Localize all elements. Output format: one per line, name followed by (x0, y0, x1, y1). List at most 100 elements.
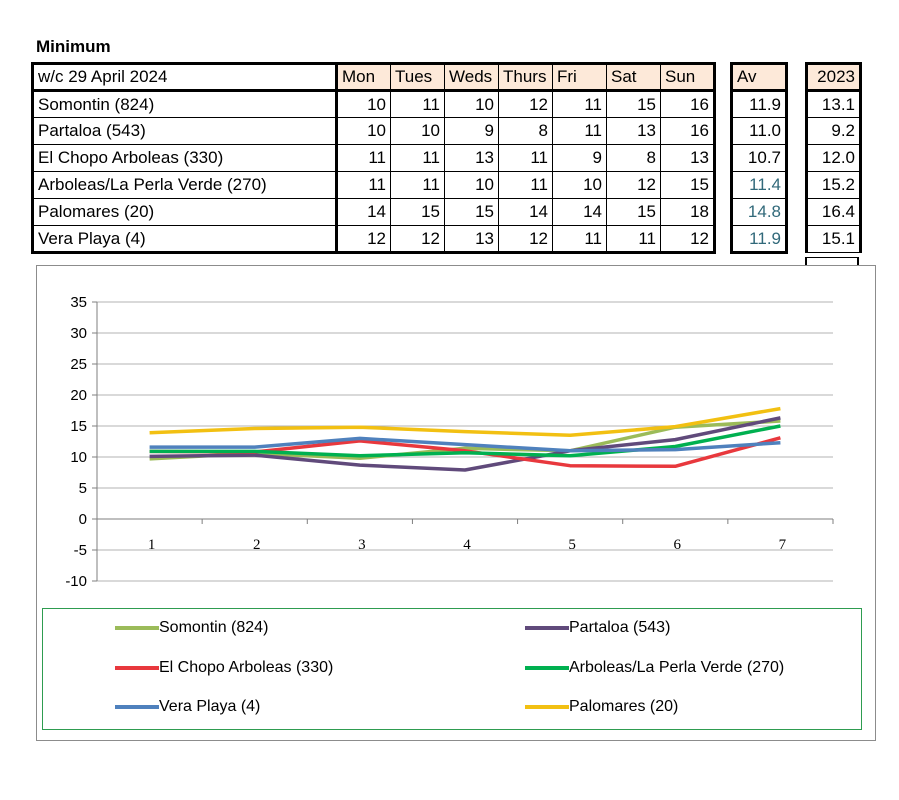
x-tick-label: 3 (358, 537, 366, 553)
year-header-row: 2023 (805, 62, 862, 92)
table-row: Vera Playa (4) 12 12 13 12 11 11 12 (31, 225, 716, 254)
x-tick-label: 4 (463, 537, 471, 553)
year-row: 12.0 (805, 144, 862, 172)
station-name: Somontin (824) (31, 90, 337, 118)
day-value-cell: 13 (606, 117, 661, 145)
legend-item: Palomares (20) (525, 698, 678, 716)
station-name: El Chopo Arboleas (330) (31, 144, 337, 172)
day-value-cell: 11 (552, 90, 607, 118)
station-name: Arboleas/La Perla Verde (270) (31, 171, 337, 199)
day-value-cell: 11 (390, 171, 445, 199)
day-value-cell: 11 (552, 225, 607, 254)
series-line-5 (149, 436, 781, 453)
table-row: Arboleas/La Perla Verde (270) 11 11 10 11 10 1… (31, 171, 716, 199)
average-value-cell: 11.4 (730, 171, 788, 199)
y-tick-label: 25 (70, 356, 87, 373)
y-tick-label: 20 (70, 387, 87, 404)
day-value-cell: 12 (498, 225, 553, 254)
station-name: Palomares (20) (31, 198, 337, 226)
day-header-sat: Sat (606, 62, 661, 92)
day-value-cell: 12 (335, 225, 391, 254)
day-value-cell: 11 (498, 171, 553, 199)
av-row: 11.4 (730, 171, 788, 199)
day-value-cell: 16 (660, 90, 716, 118)
chart-frame: -10 -5 0 5 10 15 20 25 30 35 1 2 3 4 5 6 7 (36, 265, 876, 741)
y-tick-label: 0 (79, 511, 87, 528)
legend-swatch (115, 705, 159, 709)
day-value-cell: 11 (390, 144, 445, 172)
y-tick-label: -5 (74, 542, 87, 559)
year-2023-value-cell: 12.0 (805, 144, 862, 172)
day-value-cell: 12 (390, 225, 445, 254)
table-stub-cell (805, 257, 859, 265)
day-value-cell: 13 (444, 225, 499, 254)
series-line-2 (149, 416, 781, 472)
day-value-cell: 16 (660, 117, 716, 145)
legend-label: Partaloa (543) (569, 619, 671, 636)
line-chart: -10 -5 0 5 10 15 20 25 30 35 1 2 3 4 5 6 7 (65, 294, 834, 590)
legend-swatch (115, 626, 159, 630)
table-row: Somontin (824) 10 11 10 12 11 15 16 (31, 90, 716, 118)
x-tick-label: 6 (674, 537, 682, 553)
weekly-minimum-table: w/c 29 April 2024 Mon Tues Weds Thurs Fri Sat S… (31, 62, 716, 254)
legend-label: Arboleas/La Perla Verde (270) (569, 659, 785, 676)
year-2023-value-cell: 16.4 (805, 198, 862, 226)
average-value-cell: 11.9 (730, 90, 788, 118)
day-value-cell: 11 (606, 225, 661, 254)
legend-item: Partaloa (543) (525, 619, 670, 637)
average-value-cell: 11.9 (730, 225, 788, 254)
legend-item: Arboleas/La Perla Verde (270) (525, 659, 784, 677)
legend-swatch (525, 666, 569, 670)
day-value-cell: 13 (444, 144, 499, 172)
day-header-thurs: Thurs (498, 62, 553, 92)
av-row: 14.8 (730, 198, 788, 226)
page-title: Minimum (36, 37, 111, 56)
day-value-cell: 10 (390, 117, 445, 145)
legend-item: El Chopo Arboleas (330) (115, 659, 333, 677)
x-tick-label: 5 (568, 537, 576, 553)
x-tick-label: 2 (253, 537, 261, 553)
day-value-cell: 8 (498, 117, 553, 145)
year-2023-value-cell: 13.1 (805, 90, 862, 118)
y-tick-label: -10 (65, 573, 87, 590)
day-value-cell: 14 (335, 198, 391, 226)
year-row: 16.4 (805, 198, 862, 226)
legend-item: Vera Playa (4) (115, 698, 260, 716)
day-value-cell: 15 (606, 90, 661, 118)
day-value-cell: 15 (660, 171, 716, 199)
year-2023-header: 2023 (805, 62, 862, 92)
year-row: 15.1 (805, 225, 862, 253)
legend-swatch (525, 705, 569, 709)
day-value-cell: 15 (444, 198, 499, 226)
day-value-cell: 12 (606, 171, 661, 199)
day-header-sun: Sun (660, 62, 716, 92)
av-row: 10.7 (730, 144, 788, 172)
y-tick-label: 5 (79, 480, 87, 497)
table-row: Palomares (20) 14 15 15 14 14 15 18 (31, 198, 716, 226)
av-row: 11.9 (730, 225, 788, 254)
day-header-mon: Mon (335, 62, 391, 92)
day-value-cell: 11 (390, 90, 445, 118)
series-line-4 (149, 424, 781, 458)
table-row: El Chopo Arboleas (330) 11 11 13 11 9 8 13 (31, 144, 716, 172)
day-value-cell: 9 (444, 117, 499, 145)
day-value-cell: 10 (335, 90, 391, 118)
day-value-cell: 11 (335, 171, 391, 199)
legend-label: Palomares (20) (569, 698, 679, 715)
year-2023-value-cell: 15.2 (805, 171, 862, 199)
table-header-row: w/c 29 April 2024 Mon Tues Weds Thurs Fri Sat S… (31, 62, 716, 92)
av-header-row: Av (730, 62, 788, 92)
av-row: 11.0 (730, 117, 788, 145)
year-2023-value-cell: 9.2 (805, 117, 862, 145)
y-tick-label: 35 (70, 294, 87, 311)
chart-legend: Somontin (824) Partaloa (543) El Chopo Arb… (42, 608, 862, 730)
day-value-cell: 18 (660, 198, 716, 226)
day-value-cell: 12 (498, 90, 553, 118)
year-row: 9.2 (805, 117, 862, 145)
day-value-cell: 11 (335, 144, 391, 172)
x-tick-label: 1 (148, 537, 156, 553)
y-tick-label: 15 (70, 418, 87, 435)
day-value-cell: 11 (552, 117, 607, 145)
legend-swatch (115, 666, 159, 670)
average-value-cell: 11.0 (730, 117, 788, 145)
